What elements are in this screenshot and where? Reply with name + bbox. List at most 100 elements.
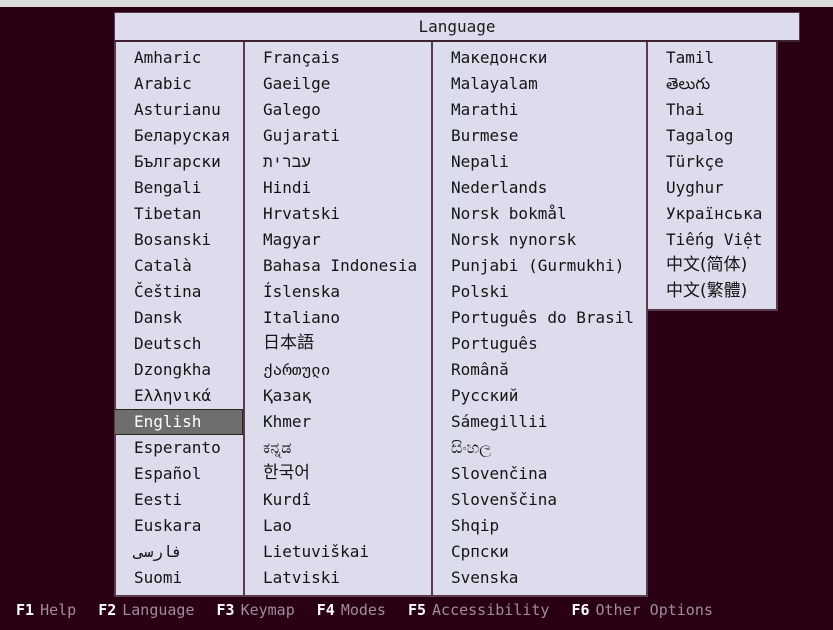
language-item[interactable]: Galego <box>263 100 321 119</box>
language-item[interactable]: Lao <box>263 516 292 535</box>
fkey-f4[interactable]: F4 Modes <box>317 601 386 619</box>
fkey-f2[interactable]: F2 Language <box>98 601 194 619</box>
language-item[interactable]: עברית <box>263 152 312 171</box>
fkey-description: Language <box>122 601 195 619</box>
language-item[interactable]: ქართული <box>263 360 331 379</box>
language-item[interactable]: Lietuviškai <box>263 542 369 561</box>
language-item[interactable]: Български <box>134 152 221 171</box>
language-item[interactable]: Română <box>451 360 509 379</box>
language-item[interactable]: Tibetan <box>134 204 202 223</box>
language-item[interactable]: Македонски <box>451 48 548 67</box>
fkey-f5[interactable]: F5 Accessibility <box>408 601 549 619</box>
language-item[interactable]: Shqip <box>451 516 500 535</box>
language-item[interactable]: Norsk bokmål <box>451 204 567 223</box>
screen-top-strip <box>0 0 833 7</box>
language-item[interactable]: Español <box>134 464 202 483</box>
language-item[interactable]: Khmer <box>263 412 312 431</box>
language-columns: Amharic Arabic Asturianu Беларуская Българск… <box>114 40 800 597</box>
language-item[interactable]: Burmese <box>451 126 519 145</box>
fkey-key-label: F5 <box>407 601 427 619</box>
language-item[interactable]: Polski <box>451 282 509 301</box>
language-item[interactable]: Asturianu <box>134 100 221 119</box>
language-item[interactable]: Hrvatski <box>263 204 341 223</box>
language-item[interactable]: Italiano <box>263 308 341 327</box>
language-item[interactable]: Gujarati <box>263 126 341 145</box>
language-item[interactable]: 中文(简体) <box>666 255 748 275</box>
language-item[interactable]: Türkçe <box>666 152 724 171</box>
language-item[interactable]: Tagalog <box>666 126 734 145</box>
function-key-bar: F1 Help F2 Language F3 Keymap F4 Modes F5 Accessi… <box>0 598 833 622</box>
fkey-description: Keymap <box>240 601 295 619</box>
language-item[interactable]: Nepali <box>451 152 509 171</box>
language-item[interactable]: Bosanski <box>134 230 212 249</box>
fkey-f3[interactable]: F3 Keymap <box>217 601 295 619</box>
language-item[interactable]: Қазақ <box>263 386 312 405</box>
fkey-f1[interactable]: F1 Help <box>16 601 76 619</box>
language-item[interactable]: Sámegillii <box>451 412 548 431</box>
language-item[interactable]: Tiếng Việt <box>666 230 763 249</box>
language-dialog: Language Amharic Arabic Asturianu Беларуска… <box>114 12 800 597</box>
language-item[interactable]: Čeština <box>134 282 202 301</box>
language-column-0: Amharic Arabic Asturianu Беларуская Българск… <box>114 42 245 597</box>
fkey-key-label: F6 <box>571 601 590 619</box>
language-item[interactable]: Svenska <box>451 568 519 587</box>
fkey-description: Other Options <box>595 601 713 619</box>
language-item[interactable]: Bahasa Indonesia <box>263 256 418 275</box>
language-item[interactable]: Català <box>134 256 192 275</box>
language-item[interactable]: Latviski <box>263 568 341 587</box>
language-column-2: Македонски Malayalam Marathi Burmese Nepali N… <box>431 42 648 597</box>
language-item-selected[interactable]: English <box>115 409 243 435</box>
language-item[interactable]: සිංහල <box>451 438 492 457</box>
language-item[interactable]: Српски <box>451 542 509 561</box>
fkey-description: Accessibility <box>432 601 550 619</box>
language-item[interactable]: Esperanto <box>134 438 221 457</box>
language-item[interactable]: Kurdî <box>263 490 312 509</box>
language-item[interactable]: Malayalam <box>451 74 538 93</box>
fkey-key-label: F1 <box>16 601 35 619</box>
language-item[interactable]: Hindi <box>263 178 312 197</box>
language-item[interactable]: Eesti <box>134 490 183 509</box>
language-item[interactable]: Tamil <box>666 48 715 67</box>
language-item[interactable]: Беларуская <box>134 126 231 145</box>
language-item[interactable]: Русский <box>451 386 519 405</box>
language-item[interactable]: Slovenčina <box>451 464 548 483</box>
language-item[interactable]: Norsk nynorsk <box>451 230 577 249</box>
language-item[interactable]: Українська <box>666 204 763 223</box>
language-item[interactable]: Nederlands <box>451 178 548 197</box>
language-item[interactable]: Uyghur <box>666 178 724 197</box>
language-item[interactable]: Deutsch <box>134 334 202 353</box>
fkey-key-label: F4 <box>316 601 335 619</box>
language-item[interactable]: 日本語 <box>263 333 314 353</box>
language-column-1: Français Gaeilge Galego Gujarati עברית Hindi H… <box>243 42 433 597</box>
language-column-3: Tamil తెలుగు Thai Tagalog Türkçe Uyghur Україн… <box>646 42 778 311</box>
language-item[interactable]: Bengali <box>134 178 202 197</box>
language-item[interactable]: Ελληνικά <box>134 386 212 405</box>
fkey-f6[interactable]: F6 Other Options <box>571 601 712 619</box>
fkey-description: Modes <box>340 601 386 619</box>
language-item[interactable]: فارسی <box>134 542 183 561</box>
language-item[interactable]: Íslenska <box>263 282 341 301</box>
language-item[interactable]: Amharic <box>134 48 202 67</box>
fkey-description: Help <box>40 601 77 619</box>
language-item[interactable]: 한국어 <box>263 463 310 483</box>
language-item[interactable]: Français <box>263 48 341 67</box>
language-item[interactable]: Arabic <box>134 74 192 93</box>
language-item[interactable]: తెలుగు <box>666 74 711 93</box>
language-item[interactable]: 中文(繁體) <box>666 281 748 301</box>
language-item[interactable]: Gaeilge <box>263 74 331 93</box>
language-item[interactable]: Slovenščina <box>451 490 557 509</box>
language-item[interactable]: Euskara <box>134 516 202 535</box>
language-item[interactable]: Português <box>451 334 538 353</box>
language-item[interactable]: Punjabi (Gurmukhi) <box>451 256 625 275</box>
fkey-key-label: F2 <box>98 601 117 619</box>
fkey-key-label: F3 <box>216 601 235 619</box>
language-item[interactable]: Dzongkha <box>134 360 212 379</box>
language-item[interactable]: Thai <box>666 100 705 119</box>
language-item[interactable]: Marathi <box>451 100 519 119</box>
language-item[interactable]: Dansk <box>134 308 183 327</box>
language-item[interactable]: Português do Brasil <box>451 308 635 327</box>
language-item[interactable]: Magyar <box>263 230 321 249</box>
language-item[interactable]: Suomi <box>134 568 183 587</box>
dialog-title: Language <box>114 12 800 40</box>
language-item[interactable]: ಕನ್ನಡ <box>263 438 292 457</box>
